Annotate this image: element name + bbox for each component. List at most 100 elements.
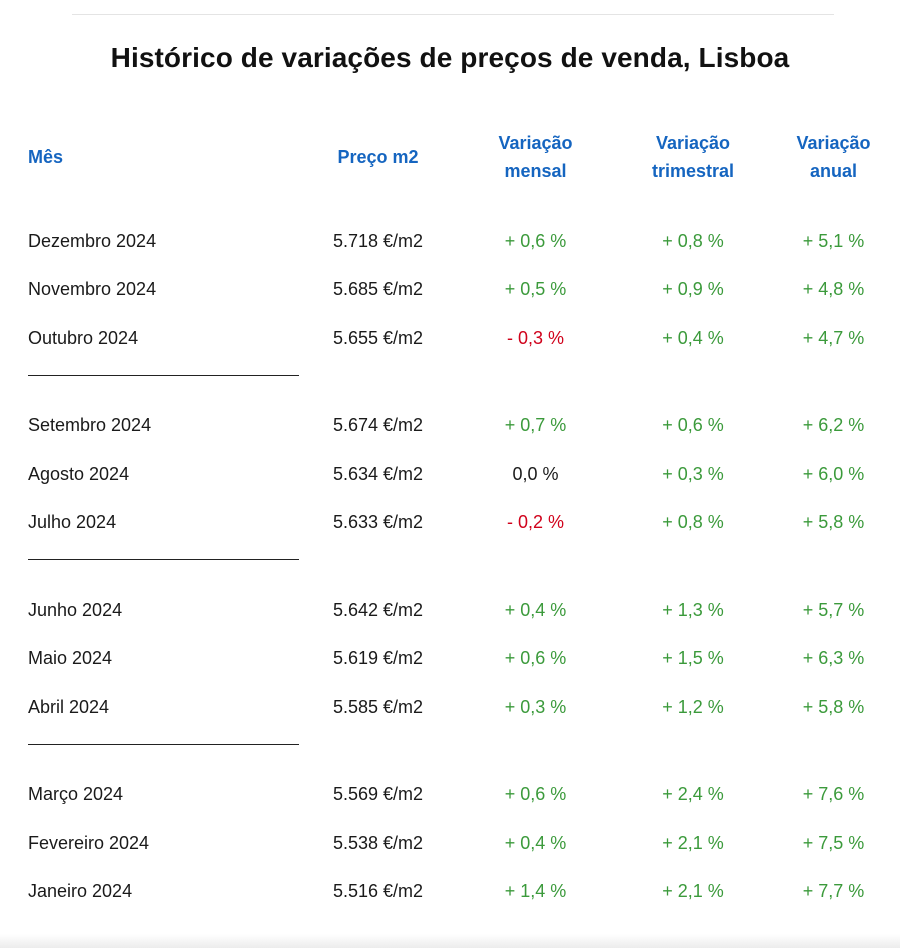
quarterly-change-cell: + 0,3 % bbox=[662, 463, 724, 484]
header-mes: Mês bbox=[28, 147, 64, 167]
month-cell: Agosto 2024 bbox=[28, 463, 130, 484]
header-variacao-mensal-line2: mensal bbox=[504, 161, 567, 181]
header-variacao-anual: Variação anual bbox=[773, 126, 894, 188]
monthly-change-cell: + 0,3 % bbox=[504, 696, 567, 717]
quarter-separator bbox=[28, 363, 894, 402]
quarterly-change-cell: + 0,8 % bbox=[662, 230, 724, 251]
monthly-change-cell: + 0,6 % bbox=[504, 230, 567, 251]
separator-line bbox=[28, 374, 299, 376]
annual-change-cell: + 4,7 % bbox=[802, 327, 865, 348]
quarter-separator-cell bbox=[28, 732, 894, 771]
header-variacao-anual-line2: anual bbox=[809, 161, 857, 181]
separator-line bbox=[28, 559, 299, 560]
month-cell: Outubro 2024 bbox=[28, 327, 139, 348]
quarter-separator bbox=[28, 732, 894, 771]
table-row: Julho 2024 5.633 €/m2 - 0,2 % + 0,8 % + 5,8 … bbox=[28, 499, 894, 548]
month-cell: Março 2024 bbox=[28, 784, 124, 805]
table-header-row: Mês Preço m2 Variação mensal Variação tr… bbox=[28, 126, 894, 188]
monthly-change-cell: + 0,6 % bbox=[504, 648, 567, 669]
month-cell: Fevereiro 2024 bbox=[28, 832, 150, 853]
price-cell: 5.634 €/m2 bbox=[332, 463, 424, 484]
annual-change-cell: + 7,7 % bbox=[802, 881, 865, 902]
header-variacao-mensal-line1: Variação bbox=[498, 133, 573, 153]
annual-change-cell: + 6,3 % bbox=[802, 648, 865, 669]
quarter-separator bbox=[28, 547, 894, 586]
table-row: Dezembro 2024 5.718 €/m2 + 0,6 % + 0,8 % + 5… bbox=[28, 217, 894, 266]
annual-change-cell: + 5,1 % bbox=[802, 230, 865, 251]
quarterly-change-cell: + 0,6 % bbox=[662, 415, 724, 436]
month-cell: Maio 2024 bbox=[28, 648, 113, 669]
table-row: Maio 2024 5.619 €/m2 + 0,6 % + 1,5 % + 6,3 % bbox=[28, 635, 894, 684]
monthly-change-cell: + 0,7 % bbox=[504, 415, 567, 436]
quarter-separator-cell bbox=[28, 547, 894, 586]
quarterly-change-cell: + 0,4 % bbox=[662, 327, 724, 348]
month-cell: Dezembro 2024 bbox=[28, 230, 157, 251]
table-row: Novembro 2024 5.685 €/m2 + 0,5 % + 0,9 % + 4… bbox=[28, 266, 894, 315]
month-cell: Setembro 2024 bbox=[28, 415, 152, 436]
header-spacer bbox=[28, 188, 894, 217]
page-title: Histórico de variações de preços de vend… bbox=[110, 42, 790, 73]
price-history-table: Mês Preço m2 Variação mensal Variação tr… bbox=[28, 126, 894, 916]
price-cell: 5.538 €/m2 bbox=[332, 832, 424, 853]
monthly-change-cell: 0,0 % bbox=[512, 463, 559, 484]
quarterly-change-cell: + 2,4 % bbox=[662, 784, 724, 805]
header-variacao-trimestral: Variação trimestral bbox=[613, 126, 773, 188]
month-cell: Janeiro 2024 bbox=[28, 881, 133, 902]
monthly-change-cell: + 1,4 % bbox=[504, 881, 567, 902]
annual-change-cell: + 5,8 % bbox=[802, 512, 865, 533]
price-cell: 5.718 €/m2 bbox=[332, 230, 424, 251]
monthly-change-cell: - 0,3 % bbox=[506, 327, 565, 348]
price-cell: 5.674 €/m2 bbox=[332, 415, 424, 436]
price-cell: 5.569 €/m2 bbox=[332, 784, 424, 805]
table-row: Setembro 2024 5.674 €/m2 + 0,7 % + 0,6 % + 6… bbox=[28, 402, 894, 451]
month-cell: Abril 2024 bbox=[28, 696, 110, 717]
header-variacao-trimestral-line1: Variação bbox=[655, 133, 731, 153]
price-cell: 5.685 €/m2 bbox=[332, 279, 424, 300]
month-cell: Julho 2024 bbox=[28, 512, 117, 533]
header-variacao-trimestral-line2: trimestral bbox=[651, 161, 735, 181]
price-cell: 5.585 €/m2 bbox=[332, 696, 424, 717]
table-row: Abril 2024 5.585 €/m2 + 0,3 % + 1,2 % + 5,8 … bbox=[28, 683, 894, 732]
monthly-change-cell: - 0,2 % bbox=[506, 512, 565, 533]
monthly-change-cell: + 0,4 % bbox=[504, 599, 567, 620]
quarterly-change-cell: + 0,8 % bbox=[662, 512, 724, 533]
quarterly-change-cell: + 2,1 % bbox=[662, 881, 724, 902]
annual-change-cell: + 7,5 % bbox=[802, 832, 865, 853]
header-variacao-anual-line1: Variação bbox=[796, 133, 871, 153]
table-row: Janeiro 2024 5.516 €/m2 + 1,4 % + 2,1 % + 7,… bbox=[28, 868, 894, 917]
price-cell: 5.633 €/m2 bbox=[332, 512, 424, 533]
table-row: Agosto 2024 5.634 €/m2 0,0 % + 0,3 % + 6,0 % bbox=[28, 450, 894, 499]
annual-change-cell: + 5,8 % bbox=[802, 696, 865, 717]
annual-change-cell: + 6,2 % bbox=[802, 415, 865, 436]
monthly-change-cell: + 0,4 % bbox=[504, 832, 567, 853]
separator-line bbox=[28, 743, 299, 745]
table-body: Dezembro 2024 5.718 €/m2 + 0,6 % + 0,8 % + 5… bbox=[28, 188, 894, 916]
table-row: Outubro 2024 5.655 €/m2 - 0,3 % + 0,4 % + 4,… bbox=[28, 314, 894, 363]
header-variacao-mensal: Variação mensal bbox=[458, 126, 613, 188]
quarter-separator-cell bbox=[28, 363, 894, 402]
table-row: Fevereiro 2024 5.538 €/m2 + 0,4 % + 2,1 % + … bbox=[28, 819, 894, 868]
top-divider bbox=[72, 14, 834, 15]
month-cell: Junho 2024 bbox=[28, 599, 123, 620]
price-cell: 5.619 €/m2 bbox=[332, 648, 424, 669]
month-cell: Novembro 2024 bbox=[28, 279, 157, 300]
bottom-fade bbox=[0, 934, 900, 948]
price-cell: 5.655 €/m2 bbox=[332, 327, 424, 348]
quarterly-change-cell: + 1,3 % bbox=[662, 599, 724, 620]
annual-change-cell: + 4,8 % bbox=[802, 279, 865, 300]
price-cell: 5.516 €/m2 bbox=[332, 881, 424, 902]
table-row: Março 2024 5.569 €/m2 + 0,6 % + 2,4 % + 7,6 … bbox=[28, 771, 894, 820]
monthly-change-cell: + 0,6 % bbox=[504, 784, 567, 805]
annual-change-cell: + 7,6 % bbox=[802, 784, 865, 805]
quarterly-change-cell: + 0,9 % bbox=[662, 279, 724, 300]
header-preco: Preço m2 bbox=[337, 147, 419, 167]
quarterly-change-cell: + 1,5 % bbox=[662, 648, 724, 669]
quarterly-change-cell: + 2,1 % bbox=[662, 832, 724, 853]
quarterly-change-cell: + 1,2 % bbox=[662, 696, 724, 717]
annual-change-cell: + 5,7 % bbox=[802, 599, 865, 620]
table-row: Junho 2024 5.642 €/m2 + 0,4 % + 1,3 % + 5,7 … bbox=[28, 586, 894, 635]
annual-change-cell: + 6,0 % bbox=[802, 463, 865, 484]
monthly-change-cell: + 0,5 % bbox=[504, 279, 567, 300]
price-cell: 5.642 €/m2 bbox=[332, 599, 424, 620]
